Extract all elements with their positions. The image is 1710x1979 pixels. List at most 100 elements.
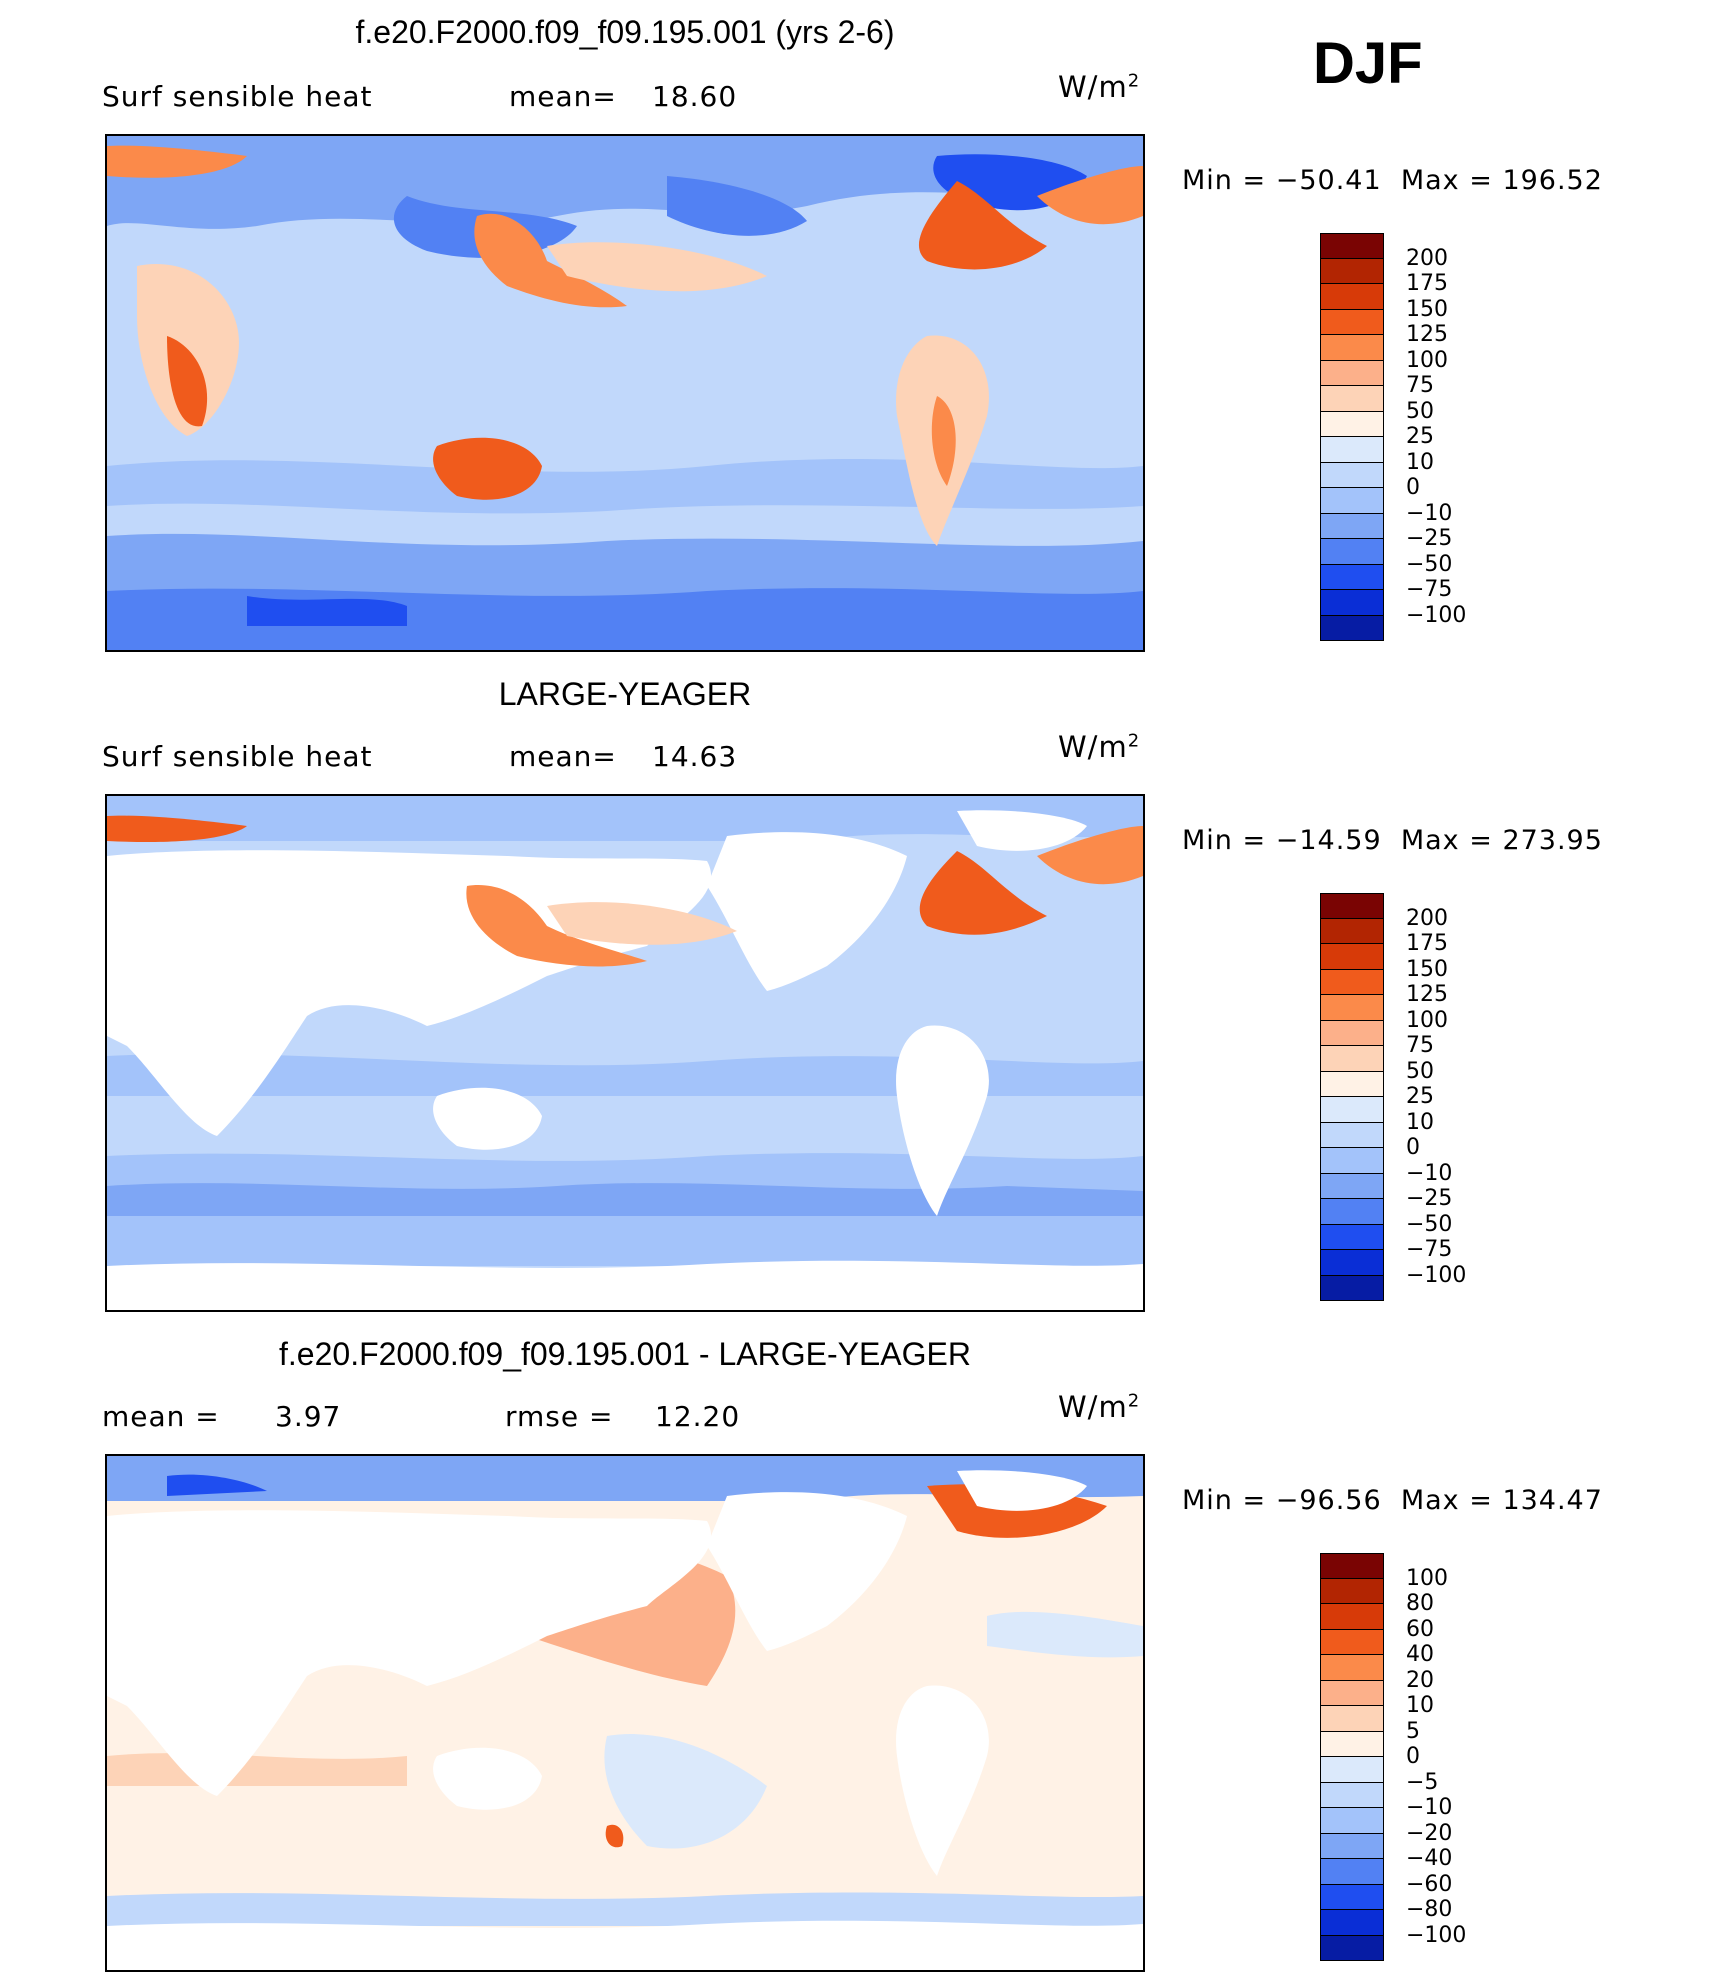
panel-1-units: W/m2 xyxy=(1058,70,1141,104)
colorbar-tick-label: −10 xyxy=(1406,500,1453,526)
antarctic-cold-patch xyxy=(247,596,407,626)
colorbar-tick-label: 175 xyxy=(1406,271,1448,296)
colorbar-swatch xyxy=(1320,1275,1384,1301)
new-zealand-warm xyxy=(605,1824,624,1848)
north-pacific-warm xyxy=(547,902,737,945)
kuroshio-warm xyxy=(474,213,627,308)
colorbar-tick-label: 25 xyxy=(1406,424,1434,449)
panel-3-mean-value: 3.97 xyxy=(275,1400,342,1433)
panel-1-map xyxy=(105,134,1145,652)
panel-3-mean-label: mean = xyxy=(102,1400,220,1433)
colorbar-tick-label: −60 xyxy=(1406,1871,1453,1897)
northern-land-band xyxy=(107,136,1143,229)
panel-1-title: f.e20.F2000.f09_f09.195.001 (yrs 2-6) xyxy=(355,14,895,50)
colorbar-swatch xyxy=(1320,995,1384,1021)
panel-1-mean-value: 18.60 xyxy=(652,80,738,113)
colorbar-swatch xyxy=(1320,615,1384,641)
colorbar-swatch xyxy=(1320,1655,1384,1681)
panel-3-units: W/m2 xyxy=(1058,1390,1141,1424)
australia-land xyxy=(433,1087,542,1150)
southern-africa-warm xyxy=(167,336,208,427)
colorbar-swatch xyxy=(1320,386,1384,412)
panel-1-variable: Surf sensible heat xyxy=(102,80,373,113)
colorbar-tick-label: −50 xyxy=(1406,1211,1453,1237)
norwegian-sea-warm xyxy=(107,145,247,178)
south-america-warm xyxy=(931,396,956,486)
colorbar-tick-label: 10 xyxy=(1406,1109,1434,1135)
colorbar-tick-label: 10 xyxy=(1406,1693,1434,1718)
colorbar-swatch xyxy=(1320,1833,1384,1859)
colorbar-swatch xyxy=(1320,944,1384,970)
colorbar-tick-label: 200 xyxy=(1406,245,1448,271)
colorbar-swatch xyxy=(1320,462,1384,488)
colorbar-tick-label: 125 xyxy=(1406,322,1448,347)
colorbar-tick-label: 75 xyxy=(1406,373,1434,398)
colorbar-swatch xyxy=(1320,1935,1384,1961)
colorbar-tick-label: 100 xyxy=(1406,1007,1448,1033)
colorbar-swatch xyxy=(1320,1706,1384,1732)
eurasia-africa-land xyxy=(107,1510,712,1796)
colorbar-swatch xyxy=(1320,284,1384,310)
colorbar-tick-label: 5 xyxy=(1406,1718,1420,1744)
southern-ocean-cool xyxy=(107,1892,1143,1926)
north-pacific-warm xyxy=(547,242,767,292)
colorbar-tick-label: −25 xyxy=(1406,1186,1453,1211)
southern-subtropics xyxy=(107,1053,1143,1096)
colorbar-tick-label: −10 xyxy=(1406,1795,1453,1820)
colorbar-swatch xyxy=(1320,488,1384,514)
panel-2-minmax: Min = −14.59 Max = 273.95 xyxy=(1182,825,1603,856)
subtropical-atlantic-cool xyxy=(987,1611,1143,1658)
colorbar-swatch xyxy=(1320,1071,1384,1097)
colorbar-swatch xyxy=(1320,969,1384,995)
australia-land xyxy=(433,1747,542,1810)
colorbar-swatch xyxy=(1320,1731,1384,1757)
colorbar-tick-label: −40 xyxy=(1406,1846,1453,1871)
colorbar-swatch xyxy=(1320,1148,1384,1174)
colorbar-tick-label: 100 xyxy=(1406,347,1448,373)
colorbar-swatch xyxy=(1320,1859,1384,1885)
panel-2-units: W/m2 xyxy=(1058,730,1141,764)
panel-1-minmax: Min = −50.41 Max = 196.52 xyxy=(1182,165,1603,196)
colorbar-swatch xyxy=(1320,1604,1384,1630)
panel-3-title: f.e20.F2000.f09_f09.195.001 - LARGE-YEAG… xyxy=(279,1336,971,1372)
colorbar-swatch xyxy=(1320,437,1384,463)
panel-3-map xyxy=(105,1454,1145,1972)
colorbar-tick-label: −75 xyxy=(1406,1237,1453,1262)
panel-3-minmax: Min = −96.56 Max = 134.47 xyxy=(1182,1485,1603,1516)
kuroshio-warm xyxy=(466,885,647,967)
antarctica-land xyxy=(107,1260,1143,1310)
colorbar-swatch xyxy=(1320,1553,1384,1579)
colorbar-tick-label: 20 xyxy=(1406,1667,1434,1693)
panel-2-variable: Surf sensible heat xyxy=(102,740,373,773)
colorbar-tick-label: 0 xyxy=(1406,1744,1420,1769)
colorbar-swatch xyxy=(1320,590,1384,616)
south-america-land xyxy=(896,1025,989,1216)
panel-2-map-svg xyxy=(107,796,1143,1310)
south-america-land xyxy=(896,1685,989,1876)
colorbar-tick-label: 25 xyxy=(1406,1084,1434,1109)
colorbar-tick-label: 0 xyxy=(1406,475,1420,500)
colorbar-swatch xyxy=(1320,360,1384,386)
greenland-land xyxy=(957,1470,1087,1511)
barents-cold xyxy=(167,1474,267,1496)
panel-3-rmse-label: rmse = xyxy=(505,1400,614,1433)
colorbar-tick-label: −80 xyxy=(1406,1897,1453,1922)
colorbar-tick-label: −50 xyxy=(1406,551,1453,577)
colorbar-tick-label: 50 xyxy=(1406,1058,1434,1084)
colorbar-swatch xyxy=(1320,1884,1384,1910)
colorbar-swatch xyxy=(1320,1122,1384,1148)
antarctica-land xyxy=(107,1920,1143,1970)
panel-2-colorbar: 200 175 150 125 100 75 50 25 10 0 −10 −25 −50 −75 −100 xyxy=(1320,893,1466,1301)
colorbar-tick-label: 175 xyxy=(1406,931,1448,956)
norwegian-sea-warm xyxy=(107,815,247,843)
colorbar-tick-label: 125 xyxy=(1406,982,1448,1007)
australia-warm xyxy=(433,437,542,500)
colorbar-tick-label: −10 xyxy=(1406,1160,1453,1186)
colorbar-tick-label: 150 xyxy=(1406,956,1448,982)
colorbar-swatch xyxy=(1320,918,1384,944)
panel-2-mean-label: mean= xyxy=(509,740,617,773)
north-america-land xyxy=(707,1492,907,1651)
colorbar-swatch xyxy=(1320,893,1384,919)
colorbar-swatch xyxy=(1320,335,1384,361)
south-pacific-cool xyxy=(604,1734,767,1849)
